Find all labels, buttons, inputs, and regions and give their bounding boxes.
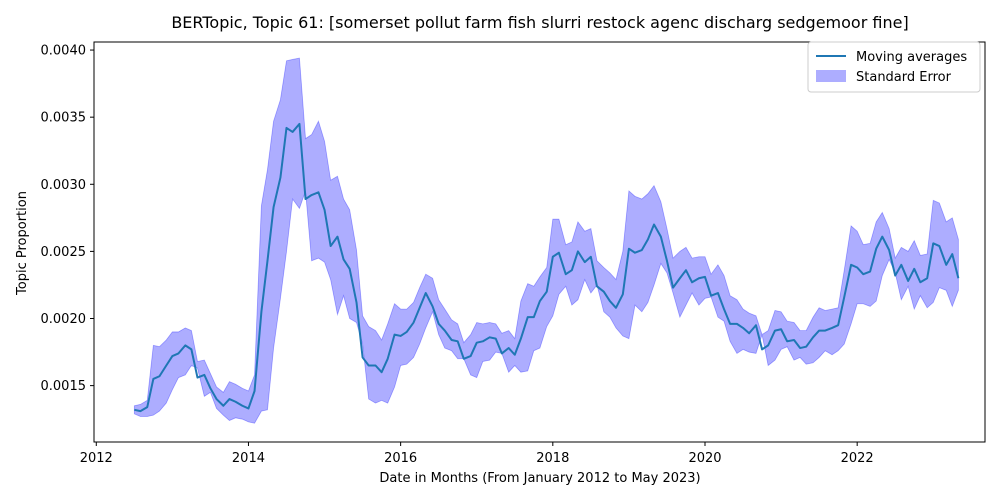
standard-error-band <box>133 57 959 424</box>
legend-band-swatch <box>816 70 846 82</box>
legend-box <box>807 41 981 93</box>
y-tick-label: 0.0020 <box>41 312 87 327</box>
y-axis-label: Topic Proportion <box>15 191 30 296</box>
plot-frame <box>93 41 986 443</box>
legend-label-standard-error: Standard Error <box>856 70 952 85</box>
y-tick-label: 0.0035 <box>41 111 87 126</box>
x-axis: 2012 2014 2016 2018 2020 2022 <box>80 442 874 466</box>
x-tick-label: 2012 <box>80 451 113 466</box>
y-tick-label: 0.0025 <box>41 245 87 260</box>
y-axis: 0.0015 0.0020 0.0025 0.0030 0.0035 0.0040 <box>41 44 94 394</box>
x-tick-label: 2020 <box>688 451 721 466</box>
legend-label-moving-averages: Moving averages <box>856 50 967 65</box>
moving-average-line <box>134 122 960 413</box>
y-tick-label: 0.0040 <box>41 44 87 59</box>
plot-area <box>93 41 986 443</box>
y-tick-label: 0.0015 <box>41 379 87 394</box>
x-axis-label: Date in Months (From January 2012 to May… <box>379 471 700 486</box>
x-tick-label: 2014 <box>232 451 265 466</box>
y-tick-label: 0.0030 <box>41 178 87 193</box>
chart-title: BERTopic, Topic 61: [somerset pollut far… <box>171 13 908 32</box>
legend: Moving averages Standard Error <box>807 41 981 93</box>
x-tick-label: 2018 <box>536 451 569 466</box>
x-tick-label: 2016 <box>384 451 417 466</box>
x-tick-label: 2022 <box>841 451 874 466</box>
